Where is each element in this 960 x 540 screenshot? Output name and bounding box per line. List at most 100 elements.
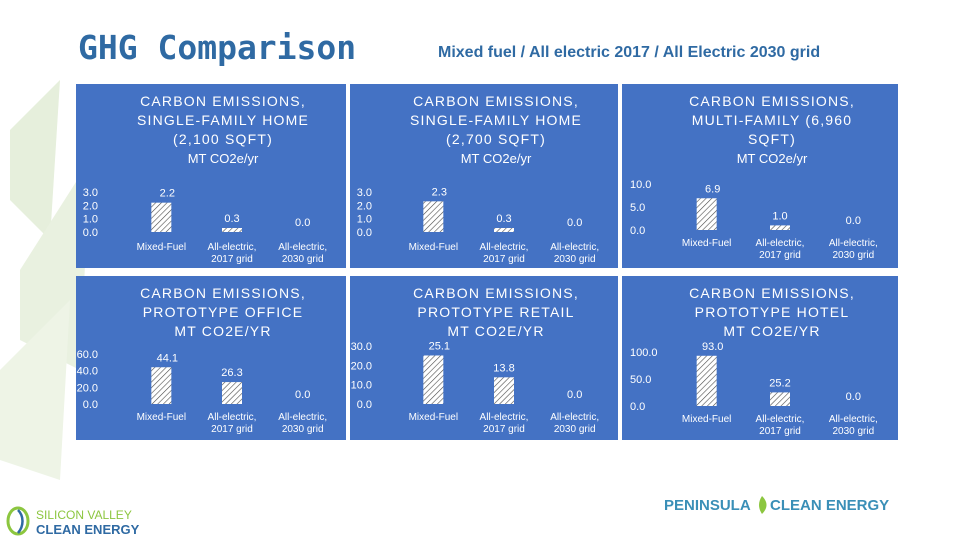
bar <box>222 228 242 232</box>
category-label: 2017 grid <box>211 254 253 265</box>
category-label: All-electric, <box>278 242 327 253</box>
chart-sf-2100: CARBON EMISSIONS,SINGLE-FAMILY HOME(2,10… <box>76 84 346 268</box>
category-label: Mixed-Fuel <box>409 242 458 253</box>
svce-logo-line2: CLEAN ENERGY <box>36 522 140 537</box>
chart-panel-hotel: CARBON EMISSIONS, PROTOTYPE HOTEL MT CO2E/… <box>622 276 898 440</box>
y-tick-label: 10.0 <box>630 179 651 191</box>
bar-value-label: 0.0 <box>567 389 582 401</box>
bar <box>151 203 171 232</box>
y-tick-label: 2.0 <box>83 200 98 212</box>
bar-value-label: 6.9 <box>705 183 720 195</box>
category-label: 2017 grid <box>759 426 801 437</box>
y-tick-label: 2.0 <box>357 200 372 212</box>
y-tick-label: 100.0 <box>630 347 658 359</box>
bar-value-label: 0.3 <box>224 213 239 225</box>
chart-panel-office: CARBON EMISSIONS, PROTOTYPE OFFICE MT CO2E… <box>76 276 346 440</box>
category-label: 2030 grid <box>554 424 596 435</box>
category-label: All-electric, <box>550 412 599 423</box>
chart-title-line: CARBON EMISSIONS, <box>140 285 306 301</box>
y-tick-label: 0.0 <box>83 227 98 239</box>
bar-value-label: 0.0 <box>295 217 310 229</box>
bar-value-label: 26.3 <box>221 367 242 379</box>
chart-unit-label: MT CO2e/yr <box>461 151 532 166</box>
bar <box>697 198 717 230</box>
category-label: All-electric, <box>480 242 529 253</box>
y-tick-label: 0.0 <box>357 227 372 239</box>
y-tick-label: 10.0 <box>351 380 372 392</box>
chart-title-line: SINGLE-FAMILY HOME <box>410 112 582 128</box>
page-subtitle: Mixed fuel / All electric 2017 / All Ele… <box>438 44 820 62</box>
bar <box>494 377 514 404</box>
chart-title-line: CARBON EMISSIONS, <box>689 93 855 109</box>
bar-value-label: 0.0 <box>846 215 861 227</box>
chart-unit-label: MT CO2e/yr <box>188 151 259 166</box>
chart-title-line: PROTOTYPE HOTEL <box>695 304 850 320</box>
chart-office: CARBON EMISSIONS, PROTOTYPE OFFICE MT CO2E… <box>76 276 346 440</box>
bar <box>770 225 790 230</box>
category-label: 2030 grid <box>282 424 324 435</box>
category-label: Mixed-Fuel <box>137 412 186 423</box>
bar <box>423 355 443 404</box>
category-label: Mixed-Fuel <box>137 242 186 253</box>
chart-unit-label: MT CO2e/yr <box>737 151 808 166</box>
category-label: 2030 grid <box>832 250 874 261</box>
category-label: 2017 grid <box>759 250 801 261</box>
bar-value-label: 0.0 <box>846 391 861 403</box>
chart-hotel: CARBON EMISSIONS,PROTOTYPE HOTELMT CO2E/… <box>622 276 898 440</box>
y-tick-label: 1.0 <box>357 214 372 226</box>
chart-panel-retail: CARBON EMISSIONS, PROTOTYPE RETAIL MT CO2E… <box>350 276 618 440</box>
category-label: Mixed-Fuel <box>409 412 458 423</box>
bar <box>494 228 514 232</box>
chart-panel-sf-2100: CARBON EMISSIONS, SINGLE-FAMILY HOME (2,10… <box>76 84 346 268</box>
y-tick-label: 0.0 <box>630 225 645 237</box>
chart-title-line: MULTI-FAMILY (6,960 <box>692 112 853 128</box>
chart-title-line: MT CO2E/YR <box>447 323 544 339</box>
category-label: 2030 grid <box>554 254 596 265</box>
category-label: All-electric, <box>480 412 529 423</box>
bar-value-label: 44.1 <box>157 352 178 364</box>
bar-value-label: 0.3 <box>496 213 511 225</box>
silicon-valley-clean-energy-logo: SILICON VALLEY CLEAN ENERGY <box>4 504 154 538</box>
chart-panel-multifamily: CARBON EMISSIONS, MULTI-FAMILY (6,960 SQFT… <box>622 84 898 268</box>
chart-title-line: PROTOTYPE RETAIL <box>417 304 574 320</box>
bar-value-label: 2.3 <box>432 186 447 198</box>
bar <box>222 382 242 404</box>
chart-multifamily: CARBON EMISSIONS, MULTI-FAMILY (6,960 SQFT… <box>622 84 898 268</box>
y-tick-label: 0.0 <box>357 399 372 411</box>
category-label: All-electric, <box>756 238 805 249</box>
category-label: 2030 grid <box>282 254 324 265</box>
bar-value-label: 25.1 <box>429 340 450 352</box>
category-label: 2017 grid <box>211 424 253 435</box>
y-tick-label: 50.0 <box>630 374 651 386</box>
chart-panel-sf-2700: CARBON EMISSIONS, SINGLE-FAMILY HOME (2,70… <box>350 84 618 268</box>
bar-value-label: 0.0 <box>567 217 582 229</box>
category-label: Mixed-Fuel <box>682 414 731 425</box>
category-label: All-electric, <box>208 242 257 253</box>
y-tick-label: 0.0 <box>83 399 98 411</box>
chart-title-line: CARBON EMISSIONS, <box>413 93 579 109</box>
y-tick-label: 1.0 <box>83 214 98 226</box>
y-tick-label: 40.0 <box>77 366 98 378</box>
category-label: Mixed-Fuel <box>682 238 731 249</box>
category-label: All-electric, <box>756 414 805 425</box>
pce-logo-part2: CLEAN ENERGY <box>770 497 889 514</box>
category-label: 2017 grid <box>483 424 525 435</box>
y-tick-label: 20.0 <box>77 382 98 394</box>
bar <box>423 201 443 232</box>
category-label: All-electric, <box>829 414 878 425</box>
category-label: All-electric, <box>208 412 257 423</box>
chart-title-line: SQFT) <box>748 131 796 147</box>
chart-title-line: MT CO2E/YR <box>174 323 271 339</box>
pce-logo-part1: PENINSULA <box>664 497 751 514</box>
chart-title-line: MT CO2E/YR <box>723 323 820 339</box>
bar <box>151 367 171 404</box>
chart-sf-2700: CARBON EMISSIONS, SINGLE-FAMILY HOME (2,70… <box>350 84 618 268</box>
chart-title-line: SINGLE-FAMILY HOME <box>137 112 309 128</box>
page-title: GHG Comparison <box>78 28 356 67</box>
chart-retail: CARBON EMISSIONS,PROTOTYPE RETAILMT CO2E… <box>350 276 618 440</box>
y-tick-label: 60.0 <box>77 349 98 361</box>
y-tick-label: 30.0 <box>351 341 372 353</box>
bar-value-label: 2.2 <box>160 188 175 200</box>
y-tick-label: 20.0 <box>351 360 372 372</box>
bar <box>697 356 717 406</box>
